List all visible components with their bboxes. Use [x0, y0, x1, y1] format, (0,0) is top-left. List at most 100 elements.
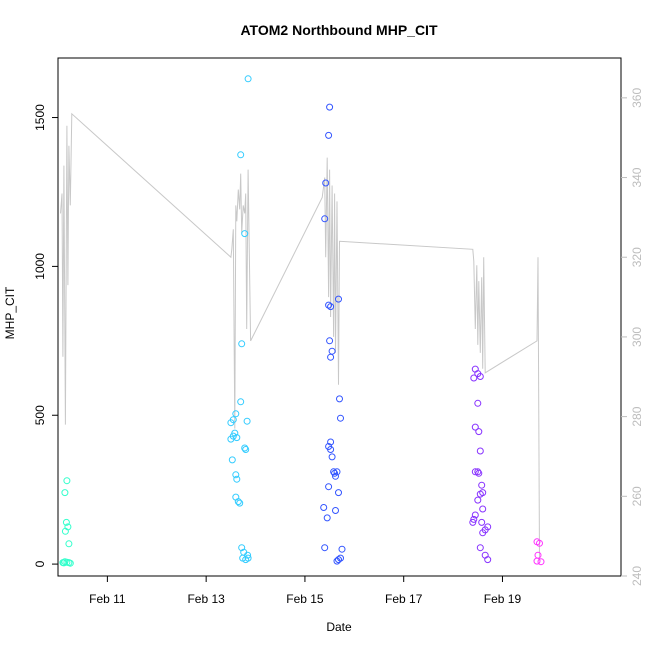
data-point — [320, 504, 328, 511]
data-point — [325, 483, 333, 491]
data-point — [327, 438, 335, 446]
data-point — [227, 419, 235, 427]
data-point — [62, 518, 70, 526]
data-point — [237, 151, 245, 159]
data-point — [335, 489, 342, 497]
data-point — [332, 507, 339, 514]
data-point — [471, 468, 479, 476]
data-point — [234, 498, 242, 506]
data-point — [478, 481, 486, 489]
data-point — [323, 514, 331, 522]
y-axis: 0 500 1000 1500 — [33, 104, 58, 567]
data-point — [242, 446, 250, 453]
data-point — [325, 131, 333, 139]
data-point — [232, 471, 240, 479]
data-point — [241, 230, 249, 238]
data-point — [330, 468, 338, 476]
data-point — [333, 557, 341, 565]
y-right-tick-label: 300 — [630, 327, 644, 347]
data-point — [227, 435, 235, 443]
data-point — [325, 301, 333, 309]
data-point — [479, 505, 487, 513]
data-point — [228, 456, 236, 464]
data-point — [533, 557, 541, 565]
data-point — [327, 446, 335, 453]
y-right-tick-label: 260 — [630, 486, 644, 506]
data-point — [241, 444, 249, 452]
data-point — [236, 499, 244, 507]
data-point — [232, 410, 240, 418]
data-point — [336, 395, 343, 403]
y-tick-label: 1500 — [33, 104, 47, 131]
chart-title: ATOM2 Northbound MHP_CIT — [240, 22, 437, 38]
x-axis-label: Date — [326, 620, 352, 634]
y-right-tick-label: 280 — [630, 406, 644, 426]
y-right-tick-label: 240 — [630, 566, 644, 586]
data-point — [471, 511, 479, 519]
x-tick-label: Feb 17 — [385, 592, 423, 606]
x-tick-label: Feb 19 — [484, 592, 522, 606]
data-point — [337, 414, 344, 422]
data-point — [61, 489, 69, 497]
data-point — [332, 472, 339, 480]
data-point — [61, 527, 69, 535]
data-point — [244, 75, 252, 83]
data-point — [238, 340, 246, 348]
y-right-tick-label: 360 — [630, 88, 644, 108]
data-point — [478, 518, 486, 526]
line-series — [60, 112, 540, 561]
data-point — [470, 515, 478, 523]
data-point — [475, 428, 483, 436]
data-point — [470, 374, 478, 382]
data-point — [322, 179, 330, 187]
data-point — [233, 475, 241, 483]
x-tick-label: Feb 13 — [187, 592, 225, 606]
y-axis-right: 240 260 280 300 320 340 360 — [621, 88, 644, 586]
y-right-tick-label: 340 — [630, 167, 644, 187]
data-point — [475, 469, 483, 477]
data-point — [536, 539, 543, 547]
data-point — [321, 215, 329, 223]
data-point — [60, 559, 68, 567]
data-point — [537, 558, 545, 566]
data-point — [327, 303, 335, 311]
data-point — [476, 447, 484, 455]
data-point — [328, 453, 336, 461]
y-tick-label: 0 — [33, 560, 47, 567]
x-tick-label: Feb 11 — [89, 592, 126, 606]
line-layer — [60, 112, 540, 561]
x-tick-label: Feb 15 — [286, 592, 324, 606]
y-tick-label: 500 — [33, 405, 47, 425]
data-point — [326, 337, 334, 345]
data-point — [327, 353, 335, 361]
data-point — [237, 398, 245, 406]
data-point — [471, 423, 479, 431]
data-point — [476, 373, 484, 380]
y-right-tick-label: 320 — [630, 247, 644, 267]
data-point — [238, 544, 246, 552]
y-tick-label: 1000 — [33, 253, 47, 280]
data-point — [326, 103, 334, 111]
data-point — [469, 518, 477, 526]
data-point — [331, 469, 339, 477]
points-layer — [59, 75, 545, 567]
data-point — [321, 544, 329, 552]
data-point — [243, 417, 251, 425]
data-point — [65, 540, 73, 548]
data-point — [244, 554, 252, 562]
data-point — [474, 468, 482, 476]
data-point — [474, 399, 482, 407]
y-axis-label: MHP_CIT — [3, 286, 17, 339]
data-point — [474, 496, 482, 504]
data-point — [479, 529, 487, 537]
data-point — [335, 295, 342, 303]
x-axis: Feb 11 Feb 13 Feb 15 Feb 17 Feb 19 — [89, 576, 521, 606]
data-point — [335, 556, 342, 564]
data-point — [476, 490, 484, 498]
data-point — [476, 544, 484, 552]
data-point — [338, 545, 346, 553]
data-point — [63, 477, 71, 485]
